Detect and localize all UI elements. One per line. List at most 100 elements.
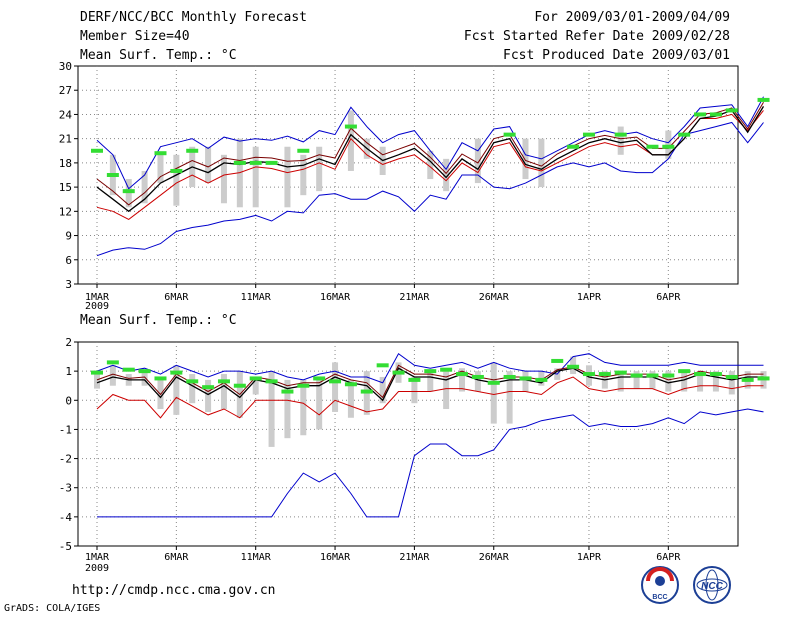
spread-bar (141, 371, 148, 386)
x-tick-label: 16MAR (320, 292, 351, 303)
x-tick-label: 1APR (577, 552, 602, 563)
y-tick-label: 15 (59, 181, 72, 194)
observation-mark (694, 112, 707, 117)
x-tick-label: 1MAR (85, 292, 110, 303)
y-tick-label: 1 (65, 365, 72, 378)
spread-bar (173, 365, 180, 415)
observation-mark (471, 374, 484, 379)
observation-mark (122, 189, 135, 194)
observation-mark (106, 360, 119, 365)
x-tick-label: 21MAR (399, 292, 430, 303)
panel-frame (77, 341, 739, 547)
spread-bar (474, 371, 481, 392)
spread-bar (427, 371, 434, 392)
spread-bar (173, 154, 180, 206)
observation-mark (344, 124, 357, 129)
spread-bar (712, 371, 719, 392)
observation-mark (646, 144, 659, 149)
observation-mark (376, 363, 389, 368)
y-tick-label: 0 (65, 394, 72, 407)
observation-mark (519, 376, 532, 381)
spread-bar (157, 376, 164, 410)
observation-mark (249, 376, 262, 381)
observation-mark (91, 370, 103, 375)
observation-mark (281, 389, 294, 394)
observation-mark (598, 372, 611, 377)
spread-bar (252, 376, 259, 395)
observation-mark (614, 370, 627, 375)
y-tick-label: 18 (59, 157, 72, 170)
y-tick-label: -1 (59, 423, 72, 436)
observation-mark (662, 373, 675, 378)
observation-mark (217, 379, 230, 384)
year-label: 2009 (85, 301, 109, 312)
spread-bar (490, 362, 497, 424)
observation-mark (456, 372, 469, 377)
observation-mark (249, 160, 262, 165)
spread-bar (522, 371, 529, 392)
observation-mark (440, 367, 453, 372)
spread-bar (252, 146, 259, 208)
series-line-max (96, 96, 764, 190)
logos: BCC NCC (640, 565, 740, 611)
observation-mark (725, 108, 738, 113)
x-tick-label: 16MAR (320, 552, 351, 563)
observation-mark (170, 168, 183, 173)
forecast-produced: Fcst Produced Date 2009/03/01 (503, 48, 730, 63)
forecast-period: For 2009/03/01-2009/04/09 (534, 10, 730, 25)
spread-bar (522, 138, 529, 180)
y-tick-label: -3 (59, 482, 72, 495)
spread-bar (205, 379, 212, 412)
ncc-logo-icon: NCC (693, 566, 731, 604)
observation-mark (329, 379, 342, 384)
chart-title: DERF/NCC/BCC Monthly Forecast (80, 10, 307, 25)
observation-mark (662, 144, 675, 149)
spread-bar (649, 371, 656, 389)
spread-bar (474, 138, 481, 184)
spread-bar (157, 154, 164, 184)
observation-mark (551, 358, 564, 363)
observation-mark (614, 132, 627, 137)
observation-mark (297, 383, 310, 388)
observation-mark (91, 148, 103, 153)
spread-bar (347, 379, 354, 418)
observation-mark (186, 379, 199, 384)
y-tick-label: -5 (59, 540, 72, 553)
observation-mark (646, 373, 659, 378)
bcc-logo-icon: BCC (641, 566, 679, 604)
observation-mark (154, 376, 167, 381)
spread-bar (665, 130, 672, 159)
observation-mark (582, 372, 595, 377)
series-line-max (96, 352, 764, 384)
spread-bar (316, 376, 323, 430)
y-tick-label: 27 (59, 84, 72, 97)
y-tick-label: -2 (59, 453, 72, 466)
spread-bar (617, 126, 624, 155)
observation-mark (186, 148, 199, 153)
spread-bar (665, 371, 672, 392)
observation-mark (202, 385, 215, 390)
spread-bar (332, 362, 339, 412)
spread-bar (300, 379, 307, 436)
member-size: Member Size=40 (80, 29, 190, 44)
spread-bar (347, 110, 354, 171)
spread-bar (681, 371, 688, 392)
series-line-mean (96, 106, 765, 213)
observation-mark (106, 173, 119, 177)
series-line-lowest (97, 408, 764, 518)
spread-bar (220, 154, 227, 204)
x-tick-label: 21MAR (399, 552, 430, 563)
observation-mark (757, 97, 770, 102)
observation-mark (424, 369, 437, 374)
observation-mark (392, 370, 405, 375)
spread-bar (617, 371, 624, 392)
x-tick-label: 26MAR (479, 292, 510, 303)
observation-mark (360, 389, 373, 394)
observation-mark (678, 132, 691, 137)
observation-mark (487, 380, 500, 385)
source-url[interactable]: http://cmdp.ncc.cma.gov.cn (72, 583, 276, 598)
y-tick-label: 30 (59, 60, 72, 73)
y-tick-label: -4 (59, 511, 73, 524)
bcc-logo-text: BCC (652, 594, 667, 601)
